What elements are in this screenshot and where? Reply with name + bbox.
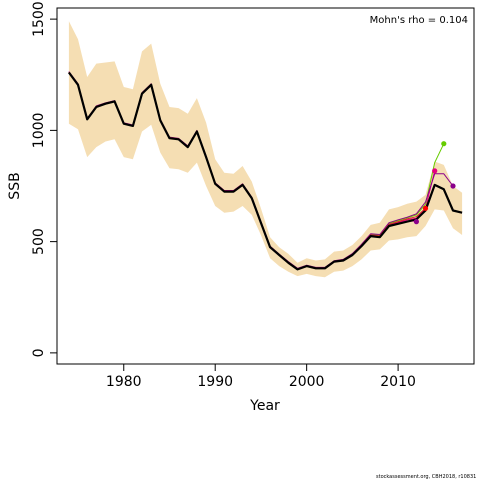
y-axis: 0 500 1000 1500 <box>31 1 58 357</box>
series-layer <box>68 71 463 271</box>
confidence-band-layer <box>68 21 463 278</box>
y-tick-label: 0 <box>31 348 47 357</box>
confidence-band <box>68 21 463 278</box>
y-tick-label: 1000 <box>31 113 47 149</box>
x-tick-label: 2010 <box>380 374 416 390</box>
terminal-point-2 <box>432 168 438 174</box>
terminal-point-3 <box>441 141 447 147</box>
plot-frame <box>56 7 475 365</box>
x-tick-label: 1980 <box>106 374 142 390</box>
series-line-0 <box>68 71 463 271</box>
y-tick-label: 500 <box>31 228 47 255</box>
x-axis-title: Year <box>249 398 280 414</box>
y-tick-label: 1500 <box>31 1 47 37</box>
x-tick-label: 1990 <box>197 374 233 390</box>
y-axis-title: SSB <box>7 172 23 199</box>
x-tick-label: 2000 <box>289 374 325 390</box>
footer-credit: stockassessment.org, CBH2018, r10831 <box>376 474 477 480</box>
terminal-points-layer <box>413 141 456 225</box>
terminal-point-1 <box>422 205 429 211</box>
x-axis: 1980 1990 2000 2010 <box>106 363 416 390</box>
annotation-mohns-rho: Mohn's rho = 0.104 <box>370 15 468 26</box>
terminal-point-4 <box>450 183 456 189</box>
terminal-point-0 <box>413 219 419 225</box>
